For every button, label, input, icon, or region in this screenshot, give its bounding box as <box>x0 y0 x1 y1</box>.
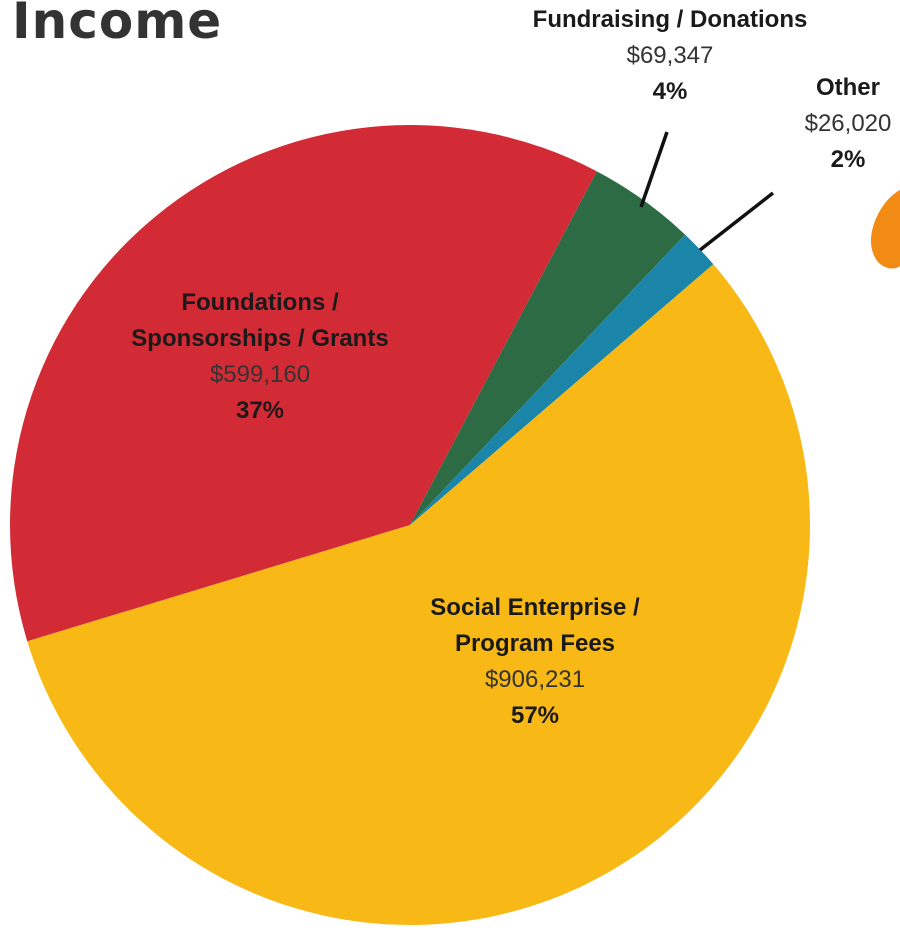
label-other: Other $26,020 2% <box>768 70 900 178</box>
label-other-name: Other <box>815 74 880 101</box>
pie-slice-social-enterprise <box>27 264 810 926</box>
label-social-name-1: Social Enterprise / <box>430 594 640 621</box>
label-fundraising-amount: $69,347 <box>626 42 714 69</box>
label-foundations-amount: $599,160 <box>209 361 311 388</box>
label-fundraising-name: Fundraising / Donations <box>532 6 808 33</box>
label-social-percent: 57% <box>510 702 560 729</box>
other-leader-line <box>698 191 775 252</box>
label-foundations-name-2: Sponsorships / Grants <box>131 325 389 352</box>
pie-slice-other <box>410 234 714 525</box>
label-social-name-2: Program Fees <box>454 630 616 657</box>
fundraising-leader-line <box>639 131 669 208</box>
label-other-amount: $26,020 <box>804 110 892 137</box>
label-foundations: Foundations / Sponsorships / Grants $599… <box>110 285 410 429</box>
label-fundraising-percent: 4% <box>652 78 688 105</box>
label-social: Social Enterprise / Program Fees $906,23… <box>370 590 700 734</box>
pie-slice-fundraising <box>410 171 686 525</box>
accent-blob <box>870 190 900 269</box>
chart-title: Income <box>12 0 223 50</box>
label-foundations-name-1: Foundations / <box>181 289 339 316</box>
pie-slice-foundations <box>9 124 597 642</box>
label-other-percent: 2% <box>830 146 866 173</box>
label-foundations-percent: 37% <box>235 397 285 424</box>
label-fundraising: Fundraising / Donations $69,347 4% <box>470 2 870 110</box>
label-social-amount: $906,231 <box>484 666 586 693</box>
